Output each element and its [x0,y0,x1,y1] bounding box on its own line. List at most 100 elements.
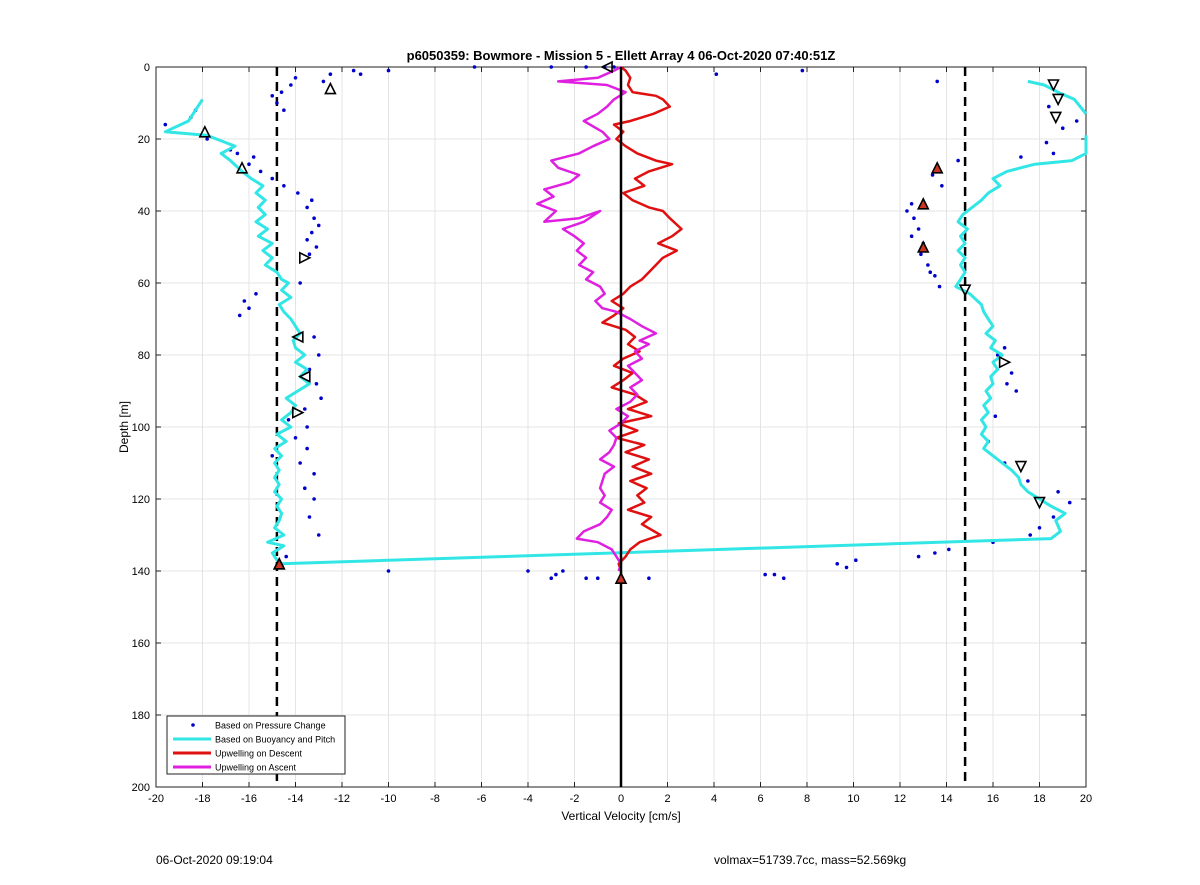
pressure-point [237,313,242,318]
buoyancy-line-segment [1027,79,1088,115]
legend-box [166,715,346,775]
pressure-point [905,209,909,213]
ascent-line [536,65,658,572]
pressure-point [282,108,286,112]
up-triangle-marker [198,125,212,138]
pressure-point [549,65,554,69]
right-triangle-marker [298,251,312,265]
pressure-point [316,353,321,357]
x-tick-label: 4 [711,793,717,805]
pressure-point [247,162,251,166]
filled-triangle-marker [272,557,286,570]
pressure-point [358,72,363,76]
legend-swatch-dot [191,723,195,727]
axes: -20 -18 -16 -14 -12 -10 -8 -6 -4 -2 0 2 4 6 8 10 12 14 16 1… [132,62,1092,805]
pressure-point [1051,515,1056,519]
pressure-point [270,94,275,98]
y-tick-label: 200 [132,782,150,794]
pressure-point [763,572,767,577]
pressure-point [312,335,316,339]
pressure-point [303,486,307,491]
pressure-point [584,65,588,69]
pressure-point [1014,389,1019,393]
pressure-point [312,497,316,501]
pressure-point [321,79,326,84]
pressure-point [595,576,600,580]
pressure-point [854,558,858,562]
legend-entry-label: Upwelling on Descent [215,749,303,759]
pressure-point [1060,126,1065,130]
pressure-point [1056,490,1060,494]
y-tick-label: 20 [138,134,150,146]
pressure-point [1037,526,1042,530]
filled-triangle-marker [930,161,944,174]
pressure-point [835,562,840,566]
pressure-point [909,202,914,206]
pressure-point [612,65,616,69]
pressure-point [561,569,565,573]
pressure-point [309,198,314,202]
pressure-point [1051,151,1056,156]
pressure-point [307,367,312,372]
pressure-point [1019,155,1023,159]
x-tick-label: 8 [804,793,810,805]
filled-triangle-marker [916,197,930,210]
pressure-point [1026,479,1030,483]
x-tick-label: -8 [430,793,440,805]
y-tick-label: 100 [132,422,150,434]
buoyancy-line-segment [163,98,1088,566]
pressure-point [919,252,923,256]
pressure-point [930,173,935,177]
legend-entry-label: Based on Pressure Change [215,721,326,731]
pressure-point [1074,119,1079,123]
pressure-point [554,572,558,577]
pressure-point [312,216,316,220]
pressure-point [305,446,309,451]
pressure-point [714,72,719,76]
series-based-on-buoyancy-and-pitch [163,79,1088,566]
pressure-point [933,274,937,278]
pressure-point [916,227,921,231]
chart-title: p6050359: Bowmore - Mission 5 - Ellett A… [407,48,836,63]
pressure-point [328,72,333,76]
pressure-point [286,418,291,422]
pressure-point [937,284,942,289]
pressure-point [526,569,530,573]
pressure-point [305,238,309,242]
pressure-point [956,158,960,163]
x-tick-label: 10 [847,793,859,805]
legend: Based on Pressure Change Based on Buoyanc… [166,715,346,775]
x-tick-label: 2 [664,793,670,805]
descent-line [601,66,683,572]
x-tick-label: 16 [987,793,999,805]
right-triangle-marker [292,406,305,419]
pressure-point [772,572,777,577]
pressure-point [303,407,307,411]
series-upwelling-on-ascent [536,65,658,572]
pressure-point [912,216,916,220]
x-tick-label: -6 [477,793,487,805]
pressure-point [1009,371,1014,375]
y-tick-label: 80 [138,350,150,362]
x-tick-label: -4 [523,793,533,805]
pressure-point [270,176,275,181]
legend-entry-label: Based on Buoyancy and Pitch [215,735,335,745]
pressure-point [844,565,849,570]
y-axis-label: Depth [m] [117,401,131,453]
y-tick-label: 180 [132,710,150,722]
pressure-point [319,396,323,401]
pressure-point [316,533,321,537]
pressure-point [205,137,209,141]
x-tick-label: 20 [1080,793,1092,805]
down-triangle-marker [1033,496,1046,510]
pressure-point [386,569,391,573]
pressure-point [298,281,302,285]
x-tick-label: -20 [148,793,164,805]
pressure-point [1005,382,1009,386]
series-upwelling-on-descent [601,66,683,572]
x-tick-label: -12 [334,793,350,805]
pressure-point [940,184,944,188]
up-triangle-marker [324,81,337,95]
x-tick-label: 14 [940,793,952,805]
